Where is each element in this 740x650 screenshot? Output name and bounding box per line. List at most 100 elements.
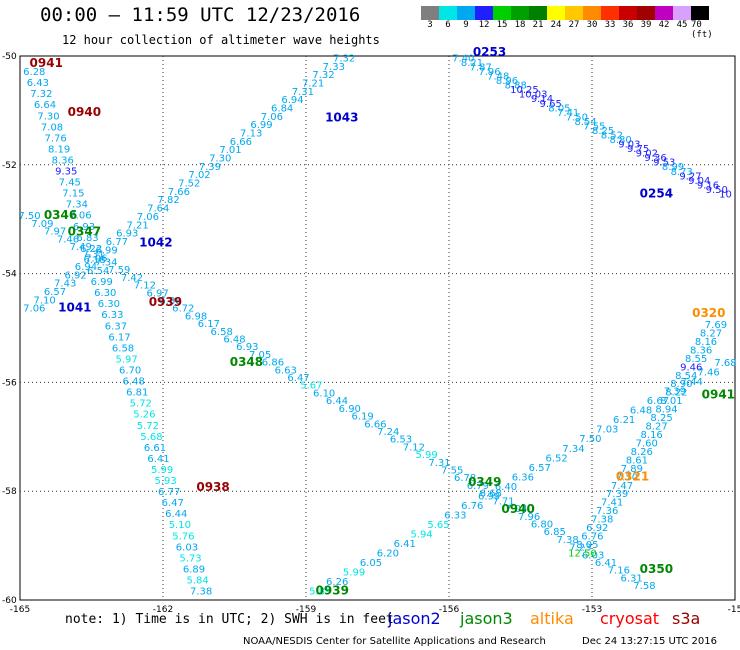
pass-time-label: 0939 (149, 295, 182, 309)
wave-height-point: 7.97 (44, 227, 66, 238)
pass-time-label: 0350 (640, 562, 673, 576)
wave-height-point: 7.48 (487, 72, 509, 83)
wave-height-point: 6.44 (326, 396, 348, 407)
wave-height-point: 6.30 (94, 288, 116, 299)
wave-height-point: 9.75 (627, 144, 649, 155)
color-swatch (475, 6, 493, 20)
legend-entry-jason2: jason2 (388, 609, 441, 628)
wave-height-point: 9.16 (697, 180, 719, 191)
wave-height-point: 8.05 (548, 103, 570, 114)
color-swatch (691, 6, 709, 20)
color-swatch (583, 6, 601, 20)
timestamp-text: Dec 24 13:27:15 UTC 2016 (582, 636, 717, 647)
wave-height-point: 6.05 (360, 558, 382, 569)
wave-height-point: 6.79 (467, 481, 489, 492)
wave-height-point: 8.19 (48, 144, 70, 155)
wave-height-point: 7.10 (33, 295, 55, 306)
wave-height-point: 7.70 (616, 472, 638, 483)
wave-height-point: 6.94 (281, 95, 303, 106)
wave-height-point: 6.76 (581, 532, 603, 543)
wave-height-point: 7.66 (168, 187, 190, 198)
wave-height-point: 7.36 (596, 506, 618, 517)
wave-height-point: 8.27 (645, 422, 667, 433)
wave-height-point: 5.99 (416, 450, 438, 461)
wave-height-point: 8.55 (685, 354, 707, 365)
wave-height-point: 7.55 (583, 121, 605, 132)
wave-height-point: 5.76 (172, 531, 194, 542)
wave-height-point: 6.03 (176, 542, 198, 553)
wave-height-point: 7.64 (147, 204, 169, 215)
wave-height-point: 7.12 (134, 281, 156, 292)
wave-height-point: 7.39 (606, 489, 628, 500)
pass-time-label: 0253 (473, 45, 506, 59)
pass-time-label: 0346 (44, 208, 77, 222)
wave-height-point: 8.36 (690, 345, 712, 356)
wave-height-point: 7.41 (557, 108, 579, 119)
wave-height-point: 6.22 (80, 244, 102, 255)
wave-height-point: 6.67 (647, 396, 669, 407)
wave-height-point: 7.43 (54, 279, 76, 290)
wave-height-point: 6.53 (390, 435, 412, 446)
color-scale-label: 21 (532, 20, 544, 30)
wave-height-point: 7.50 (566, 112, 588, 123)
wave-height-point: 9.04 (688, 176, 710, 187)
wave-height-point: 6.88 (159, 296, 181, 307)
wave-height-point: 7.31 (428, 458, 450, 469)
color-scale-label: 9 (463, 20, 469, 30)
wave-height-point: 7.52 (178, 179, 200, 190)
wave-height-point: 6.98 (185, 311, 207, 322)
color-swatch (421, 6, 439, 20)
wave-height-point: 7.40 (452, 53, 474, 64)
wave-height-point: 6.21 (613, 415, 635, 426)
wave-height-point: 6.76 (461, 501, 483, 512)
wave-height-point: 6.57 (529, 463, 551, 474)
wave-height-point: 7.04 (505, 504, 527, 515)
wave-height-point: 7.41 (601, 498, 623, 509)
pass-time-label: 0941 (30, 56, 63, 70)
legend-entry-s3a: s3a (672, 609, 701, 628)
wave-height-point: 7.46 (697, 368, 719, 379)
wave-height-point: 5.65 (427, 520, 449, 531)
wave-height-point: 6.48 (123, 377, 145, 388)
color-scale-label: 15 (496, 20, 508, 30)
wave-height-point: 6.41 (595, 558, 617, 569)
wave-height-point: 5.99 (151, 465, 173, 476)
pass-time-label: 0349 (468, 475, 501, 489)
wave-height-point: 7.16 (608, 566, 630, 577)
wave-height-point: 6.52 (546, 453, 568, 464)
wave-height-point: 7.30 (209, 154, 231, 165)
pass-time-label: 0938 (196, 480, 229, 494)
wave-height-point: 8.05 (576, 540, 598, 551)
color-scale-label: 3 (427, 20, 433, 30)
wave-height-point: 6.86 (262, 358, 284, 369)
wave-height-point: 6.93 (236, 342, 258, 353)
wave-height-point: 7.30 (37, 111, 59, 122)
pass-time-label: 1041 (58, 301, 91, 315)
wave-height-point: 7.06 (137, 212, 159, 223)
wave-height-point: 6.43 (27, 78, 49, 89)
wave-height-point: 6.83 (76, 233, 98, 244)
wave-height-point: 6.68 (480, 489, 502, 500)
wave-height-point: 7.03 (596, 425, 618, 436)
wave-height-point: 8.96 (496, 76, 518, 87)
pass-time-label: 0940 (68, 105, 101, 119)
wave-height-point: 7.34 (562, 444, 584, 455)
wave-height-point: 9.02 (636, 149, 658, 160)
wave-height-point: 9.36 (644, 153, 666, 164)
x-tick-label: -15 (728, 605, 740, 615)
wave-height-point: 6.41 (394, 539, 416, 550)
wave-height-point: 8.01 (660, 396, 682, 407)
wave-height-point: 7.05 (249, 350, 271, 361)
wave-height-point: 6.64 (34, 100, 56, 111)
y-tick-label: -50 (2, 52, 17, 62)
wave-height-point: 6.26 (326, 577, 348, 588)
wave-height-point: 6.92 (64, 270, 86, 281)
wave-height-point: 7.38 (556, 535, 578, 546)
color-swatch (655, 6, 673, 20)
color-swatch (493, 6, 511, 20)
wave-height-point: 9.03 (618, 140, 640, 151)
wave-height-point: 9.65 (540, 99, 562, 110)
wave-height-point: 8.22 (665, 388, 687, 399)
color-scale-label: 70 (ft) (691, 20, 713, 40)
